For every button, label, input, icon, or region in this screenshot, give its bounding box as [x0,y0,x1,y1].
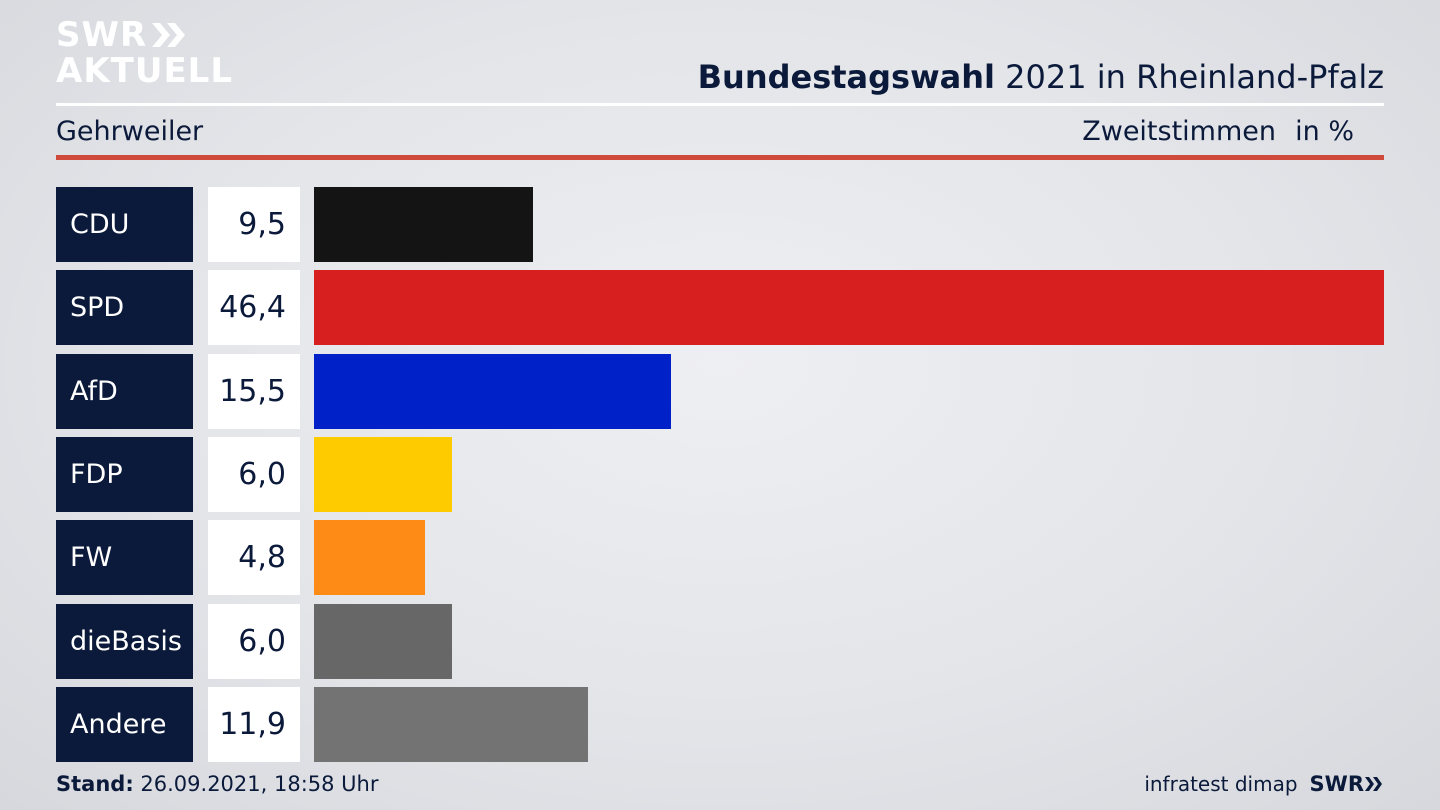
party-label: AfD [56,354,193,429]
value-label: 6,0 [208,604,300,679]
party-label: FW [56,520,193,595]
bar [314,437,452,512]
swr-mini-text: SWR [1309,772,1364,796]
stand-label: Stand: [56,772,134,796]
header-divider [56,103,1384,106]
bar [314,270,1384,345]
stand-value: 26.09.2021, 18:58 Uhr [133,772,379,796]
source-name: infratest dimap [1144,772,1298,796]
logo-line1: SWR [56,15,148,55]
bar [314,520,425,595]
subheader-divider [56,155,1384,160]
swr-mini-logo: SWR [1310,772,1384,796]
value-label: 46,4 [208,270,300,345]
double-chevron-right-icon [152,23,186,47]
bar [314,687,588,762]
value-label: 6,0 [208,437,300,512]
double-chevron-right-icon [1365,777,1382,791]
vote-type-label: Zweitstimmen [1082,116,1276,147]
party-label: CDU [56,187,193,262]
value-label: 4,8 [208,520,300,595]
party-label: Andere [56,687,193,762]
party-label: FDP [56,437,193,512]
source-credit: infratest dimap SWR [1144,772,1384,796]
title-rest: 2021 in Rheinland-Pfalz [995,58,1384,96]
bar [314,354,671,429]
value-label: 11,9 [208,687,300,762]
timestamp: Stand: 26.09.2021, 18:58 Uhr [56,772,379,796]
bar [314,604,452,679]
party-label: dieBasis [56,604,193,679]
bar [314,187,533,262]
unit-label: in % [1295,116,1354,147]
chart-title: Bundestagswahl 2021 in Rheinland-Pfalz [698,58,1384,96]
value-label: 9,5 [208,187,300,262]
title-bold: Bundestagswahl [697,58,995,96]
swr-aktuell-logo: SWR AKTUELL [56,18,233,88]
party-label: SPD [56,270,193,345]
value-label: 15,5 [208,354,300,429]
region-name: Gehrweiler [56,116,204,147]
logo-line2: AKTUELL [56,51,234,91]
